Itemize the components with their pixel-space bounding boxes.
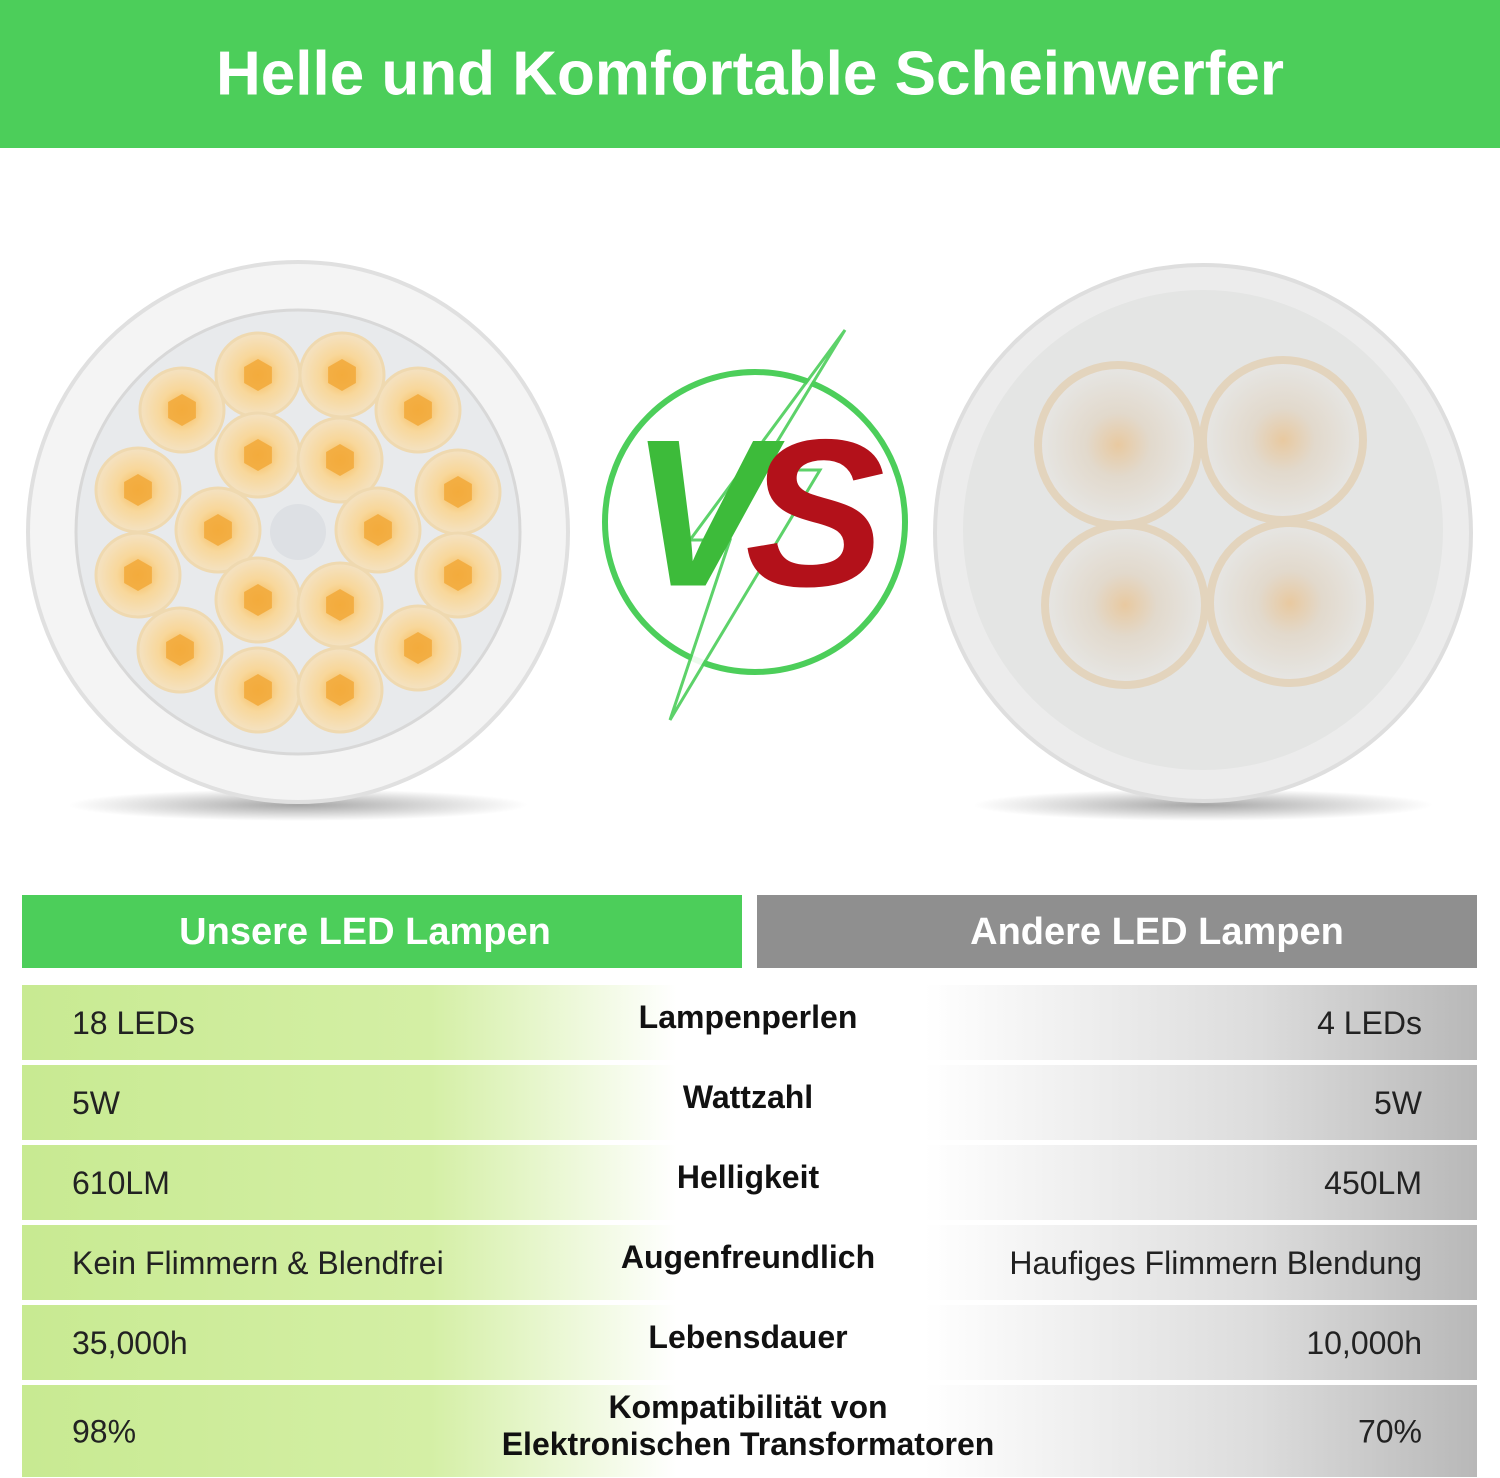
table-rows: 18 LEDs 4 LEDs Lampenperlen 5W 5W Wattzahl 610…: [22, 985, 1477, 1477]
row-label: Kompatibilität von: [608, 1389, 887, 1425]
our-value: 98%: [72, 1413, 136, 1449]
column-header: Unsere LED Lampen: [179, 911, 551, 953]
row-label: Lampenperlen: [639, 999, 858, 1035]
led-core: [124, 474, 152, 506]
table-row: [22, 1385, 1477, 1477]
led-core: [204, 514, 232, 546]
vs-letter: S: [745, 395, 885, 630]
table-row: [22, 1305, 1477, 1380]
led-core: [326, 674, 354, 706]
lamp-shadow: [973, 789, 1433, 821]
page-title: Helle und Komfortable Scheinwerfer: [216, 39, 1284, 108]
our-value: 5W: [72, 1085, 121, 1121]
column-header: Andere LED Lampen: [970, 911, 1344, 953]
led-core: [168, 394, 196, 426]
other-value: 4 LEDs: [1317, 1005, 1422, 1041]
our-value: 35,000h: [72, 1325, 188, 1361]
led-core: [326, 444, 354, 476]
led-core: [244, 674, 272, 706]
other-value: 5W: [1374, 1085, 1423, 1121]
led-core: [244, 359, 272, 391]
vs-letter: V: [630, 395, 785, 630]
led: [1041, 521, 1209, 689]
led-core: [404, 394, 432, 426]
lamp-shadow: [68, 789, 528, 821]
led-core: [326, 589, 354, 621]
our-value: 18 LEDs: [72, 1005, 195, 1041]
table-row: [22, 1065, 1477, 1140]
other-value: 10,000h: [1306, 1325, 1422, 1361]
led-core: [404, 632, 432, 664]
table-row: [22, 1145, 1477, 1220]
led: [1206, 519, 1374, 687]
our-value: 610LM: [72, 1165, 170, 1201]
lamp-center: [270, 504, 326, 560]
row-label: Augenfreundlich: [621, 1239, 875, 1275]
led-core: [166, 634, 194, 666]
table-row: [22, 985, 1477, 1060]
led-core: [244, 584, 272, 616]
other-value: Haufiges Flimmern Blendung: [1009, 1245, 1422, 1281]
other-lamp: [933, 263, 1473, 803]
other-value: 450LM: [1324, 1165, 1422, 1201]
led-core: [444, 559, 472, 591]
led: [1034, 361, 1202, 529]
table-row: [22, 1225, 1477, 1300]
row-label: Lebensdauer: [648, 1319, 847, 1355]
led-core: [244, 439, 272, 471]
our-value: Kein Flimmern & Blendfrei: [72, 1245, 444, 1281]
our-lamp: [26, 260, 570, 804]
header-cell: [22, 895, 742, 968]
header-cell: [757, 895, 1477, 968]
led: [1199, 356, 1367, 524]
other-value: 70%: [1358, 1413, 1422, 1449]
row-label: Elektronischen Transformatoren: [502, 1426, 995, 1462]
vs-badge: V S: [602, 329, 908, 721]
led-core: [364, 514, 392, 546]
header-bar: [0, 0, 1500, 148]
led-core: [328, 359, 356, 391]
led-core: [124, 559, 152, 591]
row-label: Helligkeit: [677, 1159, 820, 1195]
led-core: [444, 476, 472, 508]
row-label: Wattzahl: [683, 1079, 813, 1115]
